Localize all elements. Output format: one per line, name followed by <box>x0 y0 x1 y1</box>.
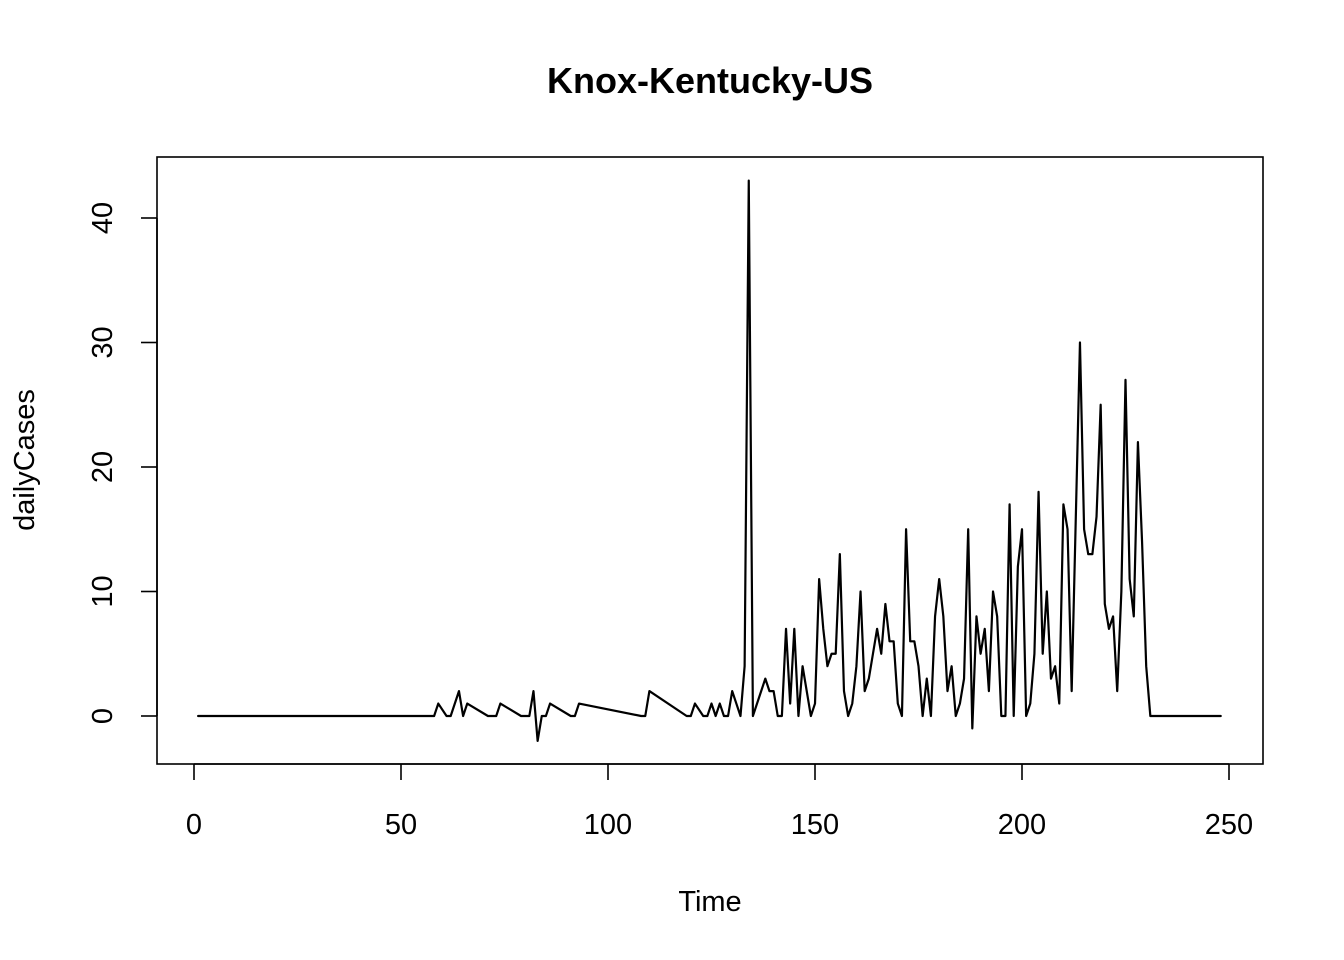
y-tick-label: 10 <box>87 575 119 607</box>
plot-frame <box>156 156 1264 765</box>
x-tick-label: 200 <box>998 809 1046 841</box>
x-tick-label: 100 <box>584 809 632 841</box>
x-tick-label: 50 <box>385 809 417 841</box>
y-tick-label: 40 <box>87 202 119 234</box>
y-axis-label: dailyCases <box>9 389 41 531</box>
y-tick-label: 20 <box>87 451 119 483</box>
y-axis: 0 10 20 30 40 <box>87 202 158 724</box>
y-tick-label: 0 <box>87 708 119 724</box>
x-tick-label: 150 <box>791 809 839 841</box>
x-axis: 0 50 100 150 200 250 <box>186 763 1253 841</box>
x-axis-label: Time <box>678 886 741 918</box>
y-tick-label: 30 <box>87 326 119 358</box>
x-tick-label: 0 <box>186 809 202 841</box>
x-tick-label: 250 <box>1205 809 1253 841</box>
chart-title: Knox-Kentucky-US <box>547 60 873 101</box>
daily-cases-line <box>197 179 1222 742</box>
